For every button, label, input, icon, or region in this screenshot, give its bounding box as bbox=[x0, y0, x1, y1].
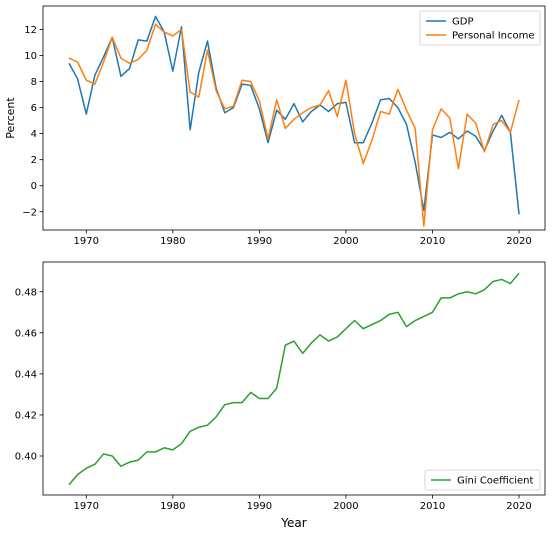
y-tick-label: 0.44 bbox=[15, 369, 37, 380]
x-tick-label: 1980 bbox=[160, 501, 185, 512]
x-tick-label: 2010 bbox=[420, 501, 445, 512]
y-tick-label: 0.48 bbox=[15, 287, 37, 298]
y-axis-label: Percent bbox=[4, 97, 17, 139]
y-tick-label: 0.40 bbox=[15, 451, 37, 462]
y-tick-label: −2 bbox=[22, 207, 37, 218]
legend-box bbox=[419, 10, 541, 46]
y-tick-label: 0.46 bbox=[15, 328, 37, 339]
series-line-gdp bbox=[68, 15, 520, 215]
legend-label: Gini Coefficient bbox=[457, 476, 534, 487]
x-tick-label: 2020 bbox=[506, 236, 531, 247]
y-tick-label: 4 bbox=[31, 129, 37, 140]
legend: GDP Personal Income bbox=[419, 10, 541, 46]
axes-frame bbox=[42, 261, 546, 496]
y-tick-label: 8 bbox=[31, 77, 37, 88]
x-axis-label: Year bbox=[280, 516, 306, 530]
legend: Gini Coefficient bbox=[424, 469, 541, 491]
chart-panel-1: 1970 1980 1990 2000 2010 2020 −2 0 2 4 6 8 10 12 Perce… bbox=[4, 5, 546, 247]
y-tick-label: 10 bbox=[24, 51, 37, 62]
y-tick-label: 2 bbox=[31, 155, 37, 166]
x-tick-label: 2000 bbox=[333, 501, 358, 512]
legend-label: GDP bbox=[452, 17, 473, 28]
legend-box bbox=[424, 469, 541, 491]
chart-panel-2: 1970 1980 1990 2000 2010 2020 0.40 0.42 0.44 0.46… bbox=[15, 261, 546, 530]
y-tick-label: 0.42 bbox=[15, 410, 37, 421]
series-line-personal-income bbox=[68, 23, 520, 227]
x-tick-label: 2010 bbox=[420, 236, 445, 247]
axes-frame bbox=[42, 5, 546, 231]
x-tick-label: 1970 bbox=[74, 236, 99, 247]
x-tick-label: 1970 bbox=[74, 501, 99, 512]
x-tick-label: 1990 bbox=[247, 236, 272, 247]
x-tick-label: 1980 bbox=[160, 236, 185, 247]
y-tick-label: 12 bbox=[24, 25, 37, 36]
y-tick-label: 6 bbox=[31, 103, 37, 114]
y-tick-label: 0 bbox=[31, 181, 37, 192]
x-tick-label: 1990 bbox=[247, 501, 272, 512]
series-line-gini-coefficient bbox=[68, 272, 520, 486]
x-tick-label: 2000 bbox=[333, 236, 358, 247]
x-tick-label: 2020 bbox=[506, 501, 531, 512]
legend-label: Personal Income bbox=[452, 31, 535, 42]
